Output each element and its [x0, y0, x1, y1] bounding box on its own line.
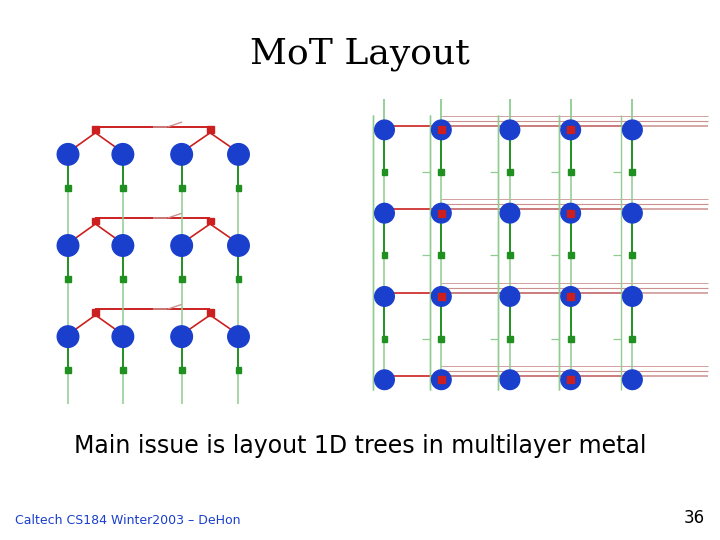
Circle shape: [431, 120, 451, 140]
Bar: [438, 126, 445, 133]
Circle shape: [623, 204, 642, 223]
Circle shape: [623, 287, 642, 306]
Bar: [65, 276, 71, 282]
Bar: [92, 126, 99, 133]
Bar: [382, 169, 387, 175]
Circle shape: [374, 287, 395, 306]
Bar: [382, 336, 387, 341]
Circle shape: [431, 287, 451, 306]
Circle shape: [561, 204, 580, 223]
Circle shape: [623, 120, 642, 140]
Bar: [179, 367, 184, 373]
Bar: [92, 218, 99, 225]
Circle shape: [431, 370, 451, 389]
Bar: [567, 210, 574, 217]
Bar: [438, 293, 445, 300]
Text: Caltech CS184 Winter2003 – DeHon: Caltech CS184 Winter2003 – DeHon: [15, 514, 240, 526]
Circle shape: [431, 204, 451, 223]
Circle shape: [112, 235, 134, 256]
Bar: [507, 252, 513, 258]
Circle shape: [561, 370, 580, 389]
Bar: [120, 276, 126, 282]
Bar: [235, 367, 241, 373]
Bar: [567, 376, 574, 383]
Circle shape: [112, 326, 134, 347]
Bar: [382, 252, 387, 258]
Bar: [438, 252, 444, 258]
Bar: [120, 185, 126, 191]
Bar: [120, 367, 126, 373]
Bar: [235, 276, 241, 282]
Bar: [629, 252, 635, 258]
Circle shape: [623, 370, 642, 389]
Circle shape: [112, 144, 134, 165]
Bar: [507, 336, 513, 341]
Bar: [438, 376, 445, 383]
Bar: [629, 169, 635, 175]
Text: MoT Layout: MoT Layout: [250, 37, 470, 71]
Circle shape: [561, 120, 580, 140]
Bar: [438, 169, 444, 175]
Bar: [65, 185, 71, 191]
Circle shape: [374, 370, 395, 389]
Circle shape: [500, 287, 520, 306]
Bar: [438, 210, 445, 217]
Circle shape: [500, 120, 520, 140]
Bar: [65, 367, 71, 373]
Circle shape: [171, 326, 192, 347]
Bar: [567, 126, 574, 133]
Circle shape: [57, 144, 78, 165]
Bar: [568, 169, 574, 175]
Circle shape: [500, 204, 520, 223]
Bar: [568, 336, 574, 341]
Circle shape: [228, 144, 249, 165]
Circle shape: [374, 204, 395, 223]
Bar: [207, 309, 214, 315]
Bar: [207, 218, 214, 225]
Circle shape: [561, 287, 580, 306]
Bar: [179, 185, 184, 191]
Bar: [629, 336, 635, 341]
Bar: [568, 252, 574, 258]
Circle shape: [57, 326, 78, 347]
Bar: [179, 276, 184, 282]
Circle shape: [171, 144, 192, 165]
Bar: [567, 293, 574, 300]
Circle shape: [57, 235, 78, 256]
Bar: [235, 185, 241, 191]
Circle shape: [228, 326, 249, 347]
Bar: [92, 309, 99, 315]
Bar: [507, 169, 513, 175]
Circle shape: [171, 235, 192, 256]
Text: Main issue is layout 1D trees in multilayer metal: Main issue is layout 1D trees in multila…: [73, 434, 647, 457]
Bar: [207, 126, 214, 133]
Text: 36: 36: [684, 509, 705, 526]
Bar: [438, 336, 444, 341]
Circle shape: [374, 120, 395, 140]
Circle shape: [228, 235, 249, 256]
Circle shape: [500, 370, 520, 389]
